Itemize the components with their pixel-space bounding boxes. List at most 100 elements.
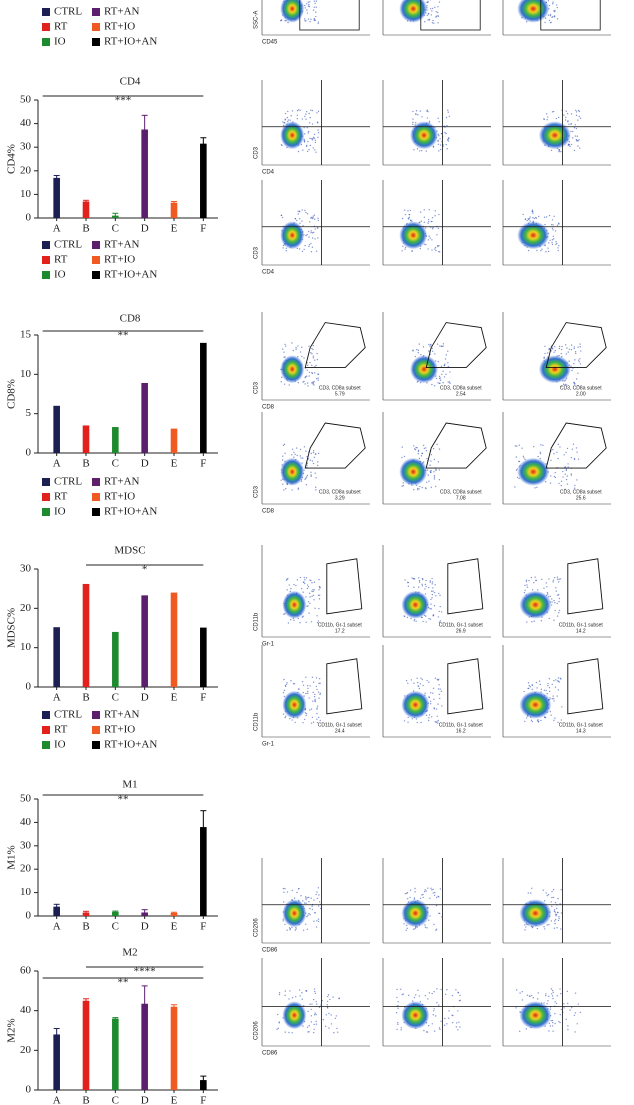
event-dot: [570, 473, 572, 475]
event-dot: [565, 468, 568, 470]
event-dot: [291, 889, 293, 892]
x-tick-label: A: [53, 223, 61, 235]
significance-label: ***: [115, 95, 132, 107]
density-blob: [280, 457, 305, 486]
event-dot: [560, 480, 563, 483]
event-dot: [531, 994, 533, 997]
event-dot: [437, 15, 439, 17]
event-dot: [579, 363, 582, 365]
gate-value: 3.29: [335, 495, 345, 501]
event-dot: [565, 116, 567, 118]
bar: [141, 1003, 148, 1090]
event-dot: [329, 998, 331, 1001]
event-dot: [553, 110, 555, 113]
legend-swatch: [42, 478, 50, 486]
event-dot: [562, 476, 564, 478]
event-dot: [312, 590, 314, 593]
event-dot: [276, 1028, 278, 1031]
event-dot: [438, 121, 440, 123]
event-dot: [445, 143, 447, 146]
event-dot: [313, 19, 316, 21]
event-dot: [318, 894, 320, 896]
event-dot: [402, 482, 404, 484]
x-tick-label: E: [171, 692, 178, 704]
event-dot: [436, 720, 438, 723]
event-dot: [305, 692, 307, 695]
event-dot: [436, 343, 439, 345]
event-dot: [546, 692, 548, 695]
event-dot: [544, 244, 546, 247]
event-dot: [299, 211, 301, 213]
gate-value: 16.2: [456, 728, 466, 734]
event-dot: [282, 713, 285, 715]
bar: [53, 405, 60, 453]
event-dot: [564, 344, 567, 346]
event-dot: [566, 112, 569, 115]
event-dot: [308, 5, 311, 8]
density-blob: [410, 355, 439, 384]
event-dot: [404, 209, 406, 211]
bar: [112, 911, 119, 916]
event-dot: [441, 705, 443, 707]
event-dot: [304, 579, 306, 581]
event-dot: [567, 466, 569, 468]
event-dot: [547, 682, 549, 685]
event-dot: [314, 992, 317, 995]
event-dot: [555, 117, 558, 120]
event-dot: [558, 1020, 560, 1023]
event-dot: [576, 479, 578, 481]
event-dot: [424, 588, 426, 590]
gate-label: CD3, CD8a subset: [319, 489, 361, 495]
event-dot: [307, 692, 309, 694]
gate: [420, 0, 481, 31]
event-dot: [318, 594, 321, 597]
event-dot: [305, 211, 307, 214]
event-dot: [576, 135, 579, 137]
event-dot: [436, 245, 439, 247]
event-dot: [409, 209, 411, 212]
event-dot: [315, 1003, 318, 1005]
event-dot: [441, 373, 443, 375]
event-dot: [533, 581, 535, 584]
event-dot: [278, 993, 281, 996]
x-tick-label: F: [200, 921, 206, 933]
event-dot: [295, 348, 297, 350]
flow-x-label: CD8: [262, 405, 275, 411]
event-dot: [310, 897, 312, 899]
event-dot: [287, 119, 290, 121]
event-dot: [291, 719, 293, 721]
event-dot: [311, 372, 314, 375]
event-dot: [303, 902, 306, 904]
event-dot: [437, 382, 439, 384]
event-dot: [422, 346, 425, 348]
event-dot: [428, 18, 431, 21]
event-dot: [282, 121, 284, 123]
event-dot: [309, 116, 311, 119]
event-dot: [313, 17, 315, 20]
event-dot: [432, 888, 434, 891]
event-dot: [313, 380, 315, 383]
event-dot: [427, 474, 429, 476]
event-dot: [567, 463, 569, 465]
x-tick-label: A: [53, 458, 61, 470]
event-dot: [301, 118, 304, 120]
event-dot: [525, 580, 528, 583]
bar: [82, 425, 90, 453]
event-dot: [430, 608, 432, 610]
event-dot: [532, 212, 534, 214]
event-dot: [545, 113, 548, 115]
event-dot: [285, 250, 288, 252]
event-dot: [546, 592, 549, 594]
event-dot: [300, 895, 302, 897]
density-blob: [280, 0, 305, 23]
event-dot: [565, 1018, 567, 1020]
event-dot: [397, 1023, 399, 1026]
event-dot: [516, 445, 518, 447]
event-dot: [426, 14, 429, 16]
event-dot: [312, 215, 314, 217]
event-dot: [410, 679, 413, 681]
event-dot: [554, 9, 556, 12]
event-dot: [561, 345, 563, 348]
